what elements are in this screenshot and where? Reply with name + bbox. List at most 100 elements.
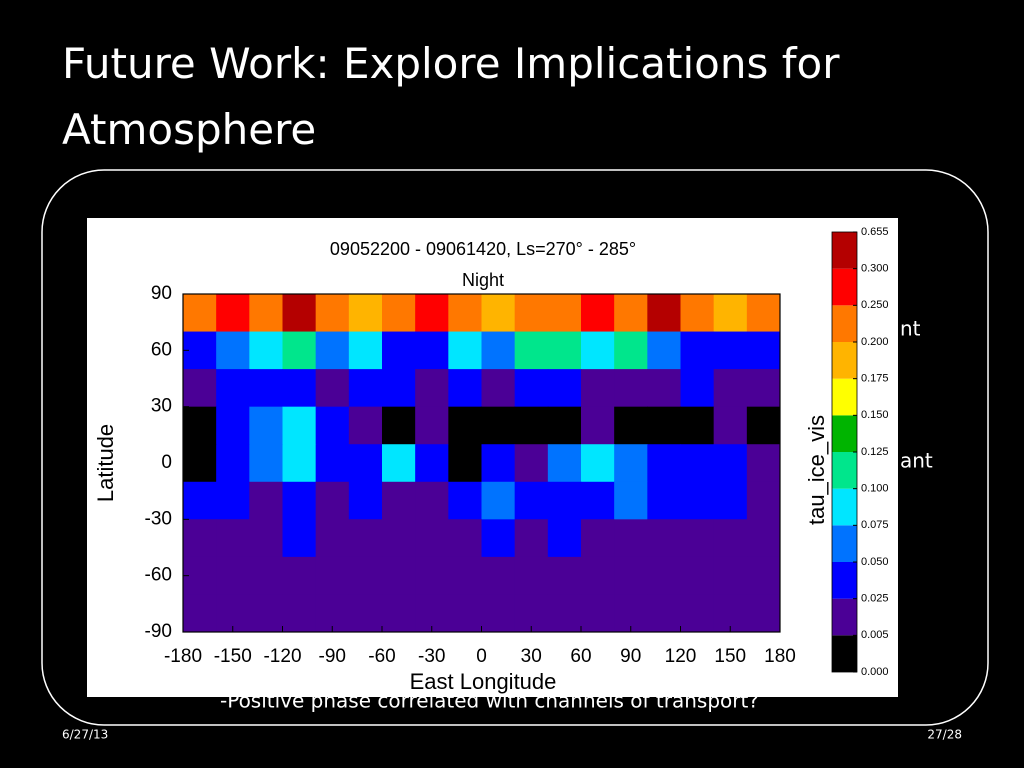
heatmap-cell: [249, 594, 283, 633]
heatmap-cell: [614, 444, 648, 483]
heatmap-cell: [614, 294, 648, 333]
bullet-text: ant: [900, 449, 933, 473]
heatmap-cell: [581, 481, 615, 520]
heatmap-cell: [282, 594, 317, 633]
heatmap-cell: [581, 444, 615, 483]
heatmap-cell: [415, 444, 449, 483]
heatmap-cell: [713, 519, 748, 558]
heatmap-cell: [713, 481, 748, 520]
heatmap-cell: [547, 406, 582, 445]
heatmap-cell: [680, 331, 715, 370]
colorbar-band: [832, 598, 857, 636]
x-tick-label: 150: [714, 646, 746, 667]
heatmap-cell: [183, 406, 217, 445]
heatmap-cell: [249, 556, 283, 595]
heatmap-cell: [282, 444, 317, 483]
heatmap-cell: [249, 444, 283, 483]
colorbar-tick-label: 0.250: [861, 299, 889, 311]
y-tick-label: 0: [161, 452, 172, 473]
heatmap-cell: [614, 556, 648, 595]
heatmap-cell: [647, 406, 681, 445]
colorbar-band: [832, 415, 857, 452]
heatmap-cell: [315, 331, 350, 370]
content-frame: [41, 169, 989, 726]
colorbar-tick-label: 0.100: [861, 483, 889, 495]
colorbar-band: [832, 525, 857, 562]
heatmap-cell: [415, 294, 449, 333]
heatmap-cell: [282, 519, 317, 558]
heatmap-cell: [382, 481, 416, 520]
heatmap-cell: [647, 294, 681, 333]
heatmap-cell: [249, 406, 283, 445]
heatmap-cell: [614, 331, 648, 370]
heatmap-cell: [746, 594, 781, 633]
y-tick-label: -90: [145, 621, 172, 642]
heatmap-cell: [216, 294, 250, 333]
heatmap-cell: [315, 556, 350, 595]
heatmap-cell: [448, 556, 482, 595]
heatmap-cell: [382, 369, 416, 408]
heatmap-cell: [514, 519, 549, 558]
heatmap-cell: [680, 481, 715, 520]
colorbar-tick-label: 0.005: [861, 629, 889, 641]
heatmap-cell: [746, 406, 781, 445]
colorbar-band: [832, 342, 857, 379]
heatmap-cell: [448, 406, 482, 445]
heatmap-cell: [382, 444, 416, 483]
colorbar-band: [832, 268, 857, 306]
heatmap-cell: [216, 556, 250, 595]
heatmap-cell: [348, 594, 383, 633]
heatmap-cell: [415, 369, 449, 408]
heatmap-cell: [713, 369, 748, 408]
y-tick-label: 60: [151, 339, 172, 360]
heatmap-cell: [647, 331, 681, 370]
heatmap-cell: [680, 444, 715, 483]
heatmap-cell: [315, 369, 350, 408]
heatmap-cell: [382, 294, 416, 333]
heatmap-cell: [680, 369, 715, 408]
heatmap-cell: [514, 444, 549, 483]
heatmap-cell: [183, 369, 217, 408]
heatmap-cell: [315, 406, 350, 445]
heatmap-cell: [348, 481, 383, 520]
heatmap-cell: [481, 369, 516, 408]
x-tick-label: 180: [764, 646, 796, 667]
heatmap-cell: [746, 444, 781, 483]
heatmap-cell: [183, 481, 217, 520]
colorbar-tick-label: 0.175: [861, 373, 889, 385]
heatmap-cell: [581, 369, 615, 408]
heatmap-cell: [680, 594, 715, 633]
heatmap-cell: [448, 444, 482, 483]
colorbar-tick-label: 0.000: [861, 666, 889, 678]
y-tick-label: 30: [151, 396, 172, 417]
heatmap-cell: [614, 481, 648, 520]
heatmap-cell: [282, 331, 317, 370]
heatmap-cell: [348, 331, 383, 370]
heatmap-cell: [216, 406, 250, 445]
heatmap-cell: [680, 406, 715, 445]
heatmap-cell: [581, 294, 615, 333]
colorbar-tick-label: 0.050: [861, 556, 889, 568]
heatmap-cell: [547, 369, 582, 408]
colorbar-band: [832, 562, 857, 599]
heatmap-cell: [581, 594, 615, 633]
heatmap-cell: [448, 369, 482, 408]
heatmap-cell: [415, 556, 449, 595]
heatmap-cell: [481, 406, 516, 445]
colorbar-band: [832, 452, 857, 489]
heatmap-cell: [481, 331, 516, 370]
heatmap-cell: [547, 519, 582, 558]
heatmap-cell: [581, 331, 615, 370]
colorbar-band: [832, 378, 857, 416]
heatmap-cell: [581, 519, 615, 558]
heatmap-cell: [448, 331, 482, 370]
colorbar-tick-label: 0.200: [861, 336, 889, 348]
heatmap-cell: [415, 331, 449, 370]
heatmap-cell: [382, 406, 416, 445]
heatmap-cell: [216, 519, 250, 558]
heatmap-cell: [382, 594, 416, 633]
heatmap-cell: [713, 444, 748, 483]
heatmap-cell: [647, 594, 681, 633]
heatmap-cell: [680, 294, 715, 333]
